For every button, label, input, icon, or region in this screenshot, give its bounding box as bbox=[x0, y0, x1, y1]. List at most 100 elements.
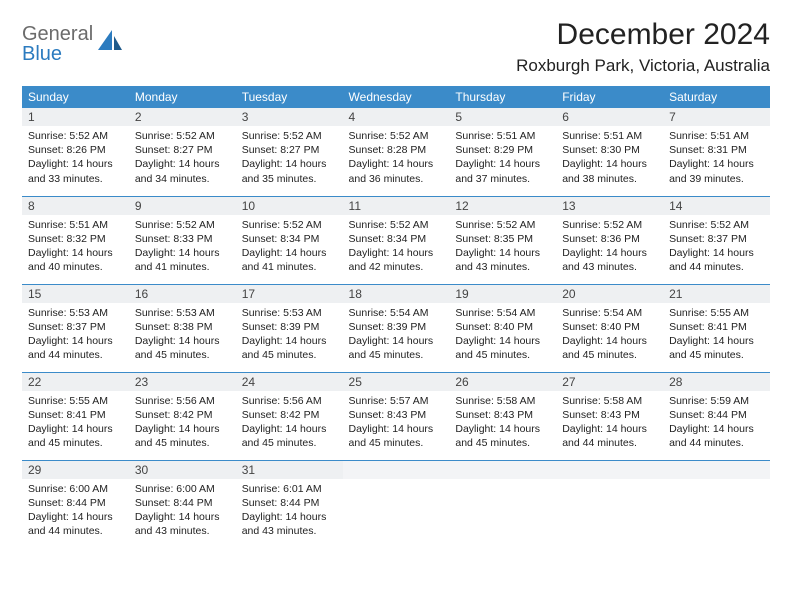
day-number: 1 bbox=[22, 108, 129, 126]
day-number: 23 bbox=[129, 373, 236, 391]
calendar-cell: 6Sunrise: 5:51 AMSunset: 8:30 PMDaylight… bbox=[556, 108, 663, 196]
calendar-cell: 27Sunrise: 5:58 AMSunset: 8:43 PMDayligh… bbox=[556, 372, 663, 460]
calendar-cell: 10Sunrise: 5:52 AMSunset: 8:34 PMDayligh… bbox=[236, 196, 343, 284]
calendar-cell: 13Sunrise: 5:52 AMSunset: 8:36 PMDayligh… bbox=[556, 196, 663, 284]
calendar-row: 22Sunrise: 5:55 AMSunset: 8:41 PMDayligh… bbox=[22, 372, 770, 460]
day-detail: Sunrise: 5:53 AMSunset: 8:39 PMDaylight:… bbox=[236, 303, 343, 367]
day-detail: Sunrise: 5:52 AMSunset: 8:36 PMDaylight:… bbox=[556, 215, 663, 279]
day-detail: Sunrise: 5:54 AMSunset: 8:40 PMDaylight:… bbox=[449, 303, 556, 367]
day-detail: Sunrise: 5:53 AMSunset: 8:38 PMDaylight:… bbox=[129, 303, 236, 367]
calendar-cell-empty: .. bbox=[556, 460, 663, 548]
calendar-cell: 2Sunrise: 5:52 AMSunset: 8:27 PMDaylight… bbox=[129, 108, 236, 196]
day-number: 4 bbox=[343, 108, 450, 126]
calendar-cell: 3Sunrise: 5:52 AMSunset: 8:27 PMDaylight… bbox=[236, 108, 343, 196]
calendar-cell: 23Sunrise: 5:56 AMSunset: 8:42 PMDayligh… bbox=[129, 372, 236, 460]
day-number: 9 bbox=[129, 197, 236, 215]
day-number: 19 bbox=[449, 285, 556, 303]
day-number: 12 bbox=[449, 197, 556, 215]
day-number: 3 bbox=[236, 108, 343, 126]
day-number: 8 bbox=[22, 197, 129, 215]
day-detail: Sunrise: 5:56 AMSunset: 8:42 PMDaylight:… bbox=[236, 391, 343, 455]
calendar-cell: 18Sunrise: 5:54 AMSunset: 8:39 PMDayligh… bbox=[343, 284, 450, 372]
header: General Blue December 2024 Roxburgh Park… bbox=[22, 18, 770, 76]
calendar-row: 1Sunrise: 5:52 AMSunset: 8:26 PMDaylight… bbox=[22, 108, 770, 196]
day-number: 14 bbox=[663, 197, 770, 215]
day-number: 30 bbox=[129, 461, 236, 479]
weekday-header: Monday bbox=[129, 86, 236, 108]
weekday-header: Saturday bbox=[663, 86, 770, 108]
calendar-cell: 17Sunrise: 5:53 AMSunset: 8:39 PMDayligh… bbox=[236, 284, 343, 372]
calendar-cell: 22Sunrise: 5:55 AMSunset: 8:41 PMDayligh… bbox=[22, 372, 129, 460]
day-detail: Sunrise: 5:59 AMSunset: 8:44 PMDaylight:… bbox=[663, 391, 770, 455]
day-number: 18 bbox=[343, 285, 450, 303]
calendar-cell: 16Sunrise: 5:53 AMSunset: 8:38 PMDayligh… bbox=[129, 284, 236, 372]
day-number: 27 bbox=[556, 373, 663, 391]
day-detail: Sunrise: 5:51 AMSunset: 8:30 PMDaylight:… bbox=[556, 126, 663, 190]
weekday-header-row: Sunday Monday Tuesday Wednesday Thursday… bbox=[22, 86, 770, 108]
calendar-cell: 31Sunrise: 6:01 AMSunset: 8:44 PMDayligh… bbox=[236, 460, 343, 548]
calendar-cell-empty: .. bbox=[449, 460, 556, 548]
calendar-cell: 25Sunrise: 5:57 AMSunset: 8:43 PMDayligh… bbox=[343, 372, 450, 460]
calendar-cell: 19Sunrise: 5:54 AMSunset: 8:40 PMDayligh… bbox=[449, 284, 556, 372]
calendar-row: 8Sunrise: 5:51 AMSunset: 8:32 PMDaylight… bbox=[22, 196, 770, 284]
calendar-cell: 21Sunrise: 5:55 AMSunset: 8:41 PMDayligh… bbox=[663, 284, 770, 372]
day-number: 16 bbox=[129, 285, 236, 303]
location: Roxburgh Park, Victoria, Australia bbox=[516, 56, 770, 76]
day-detail: Sunrise: 5:51 AMSunset: 8:29 PMDaylight:… bbox=[449, 126, 556, 190]
day-number: 6 bbox=[556, 108, 663, 126]
calendar-cell: 8Sunrise: 5:51 AMSunset: 8:32 PMDaylight… bbox=[22, 196, 129, 284]
day-detail: Sunrise: 5:52 AMSunset: 8:33 PMDaylight:… bbox=[129, 215, 236, 279]
day-number: 24 bbox=[236, 373, 343, 391]
day-number: 25 bbox=[343, 373, 450, 391]
day-detail: Sunrise: 5:52 AMSunset: 8:35 PMDaylight:… bbox=[449, 215, 556, 279]
day-detail: Sunrise: 6:01 AMSunset: 8:44 PMDaylight:… bbox=[236, 479, 343, 543]
calendar-row: 29Sunrise: 6:00 AMSunset: 8:44 PMDayligh… bbox=[22, 460, 770, 548]
day-detail: Sunrise: 5:52 AMSunset: 8:34 PMDaylight:… bbox=[343, 215, 450, 279]
day-number: 2 bbox=[129, 108, 236, 126]
month-title: December 2024 bbox=[516, 18, 770, 52]
calendar-row: 15Sunrise: 5:53 AMSunset: 8:37 PMDayligh… bbox=[22, 284, 770, 372]
calendar-cell: 29Sunrise: 6:00 AMSunset: 8:44 PMDayligh… bbox=[22, 460, 129, 548]
day-detail: Sunrise: 5:55 AMSunset: 8:41 PMDaylight:… bbox=[663, 303, 770, 367]
day-number: 20 bbox=[556, 285, 663, 303]
calendar-cell: 15Sunrise: 5:53 AMSunset: 8:37 PMDayligh… bbox=[22, 284, 129, 372]
calendar-cell: 24Sunrise: 5:56 AMSunset: 8:42 PMDayligh… bbox=[236, 372, 343, 460]
logo-text: General Blue bbox=[22, 24, 93, 64]
day-detail: Sunrise: 5:54 AMSunset: 8:40 PMDaylight:… bbox=[556, 303, 663, 367]
weekday-header: Thursday bbox=[449, 86, 556, 108]
day-number: 22 bbox=[22, 373, 129, 391]
day-number: 17 bbox=[236, 285, 343, 303]
calendar-cell: 20Sunrise: 5:54 AMSunset: 8:40 PMDayligh… bbox=[556, 284, 663, 372]
day-number: 10 bbox=[236, 197, 343, 215]
calendar-cell: 4Sunrise: 5:52 AMSunset: 8:28 PMDaylight… bbox=[343, 108, 450, 196]
weekday-header: Wednesday bbox=[343, 86, 450, 108]
day-detail: Sunrise: 5:52 AMSunset: 8:26 PMDaylight:… bbox=[22, 126, 129, 190]
calendar-cell-empty: .. bbox=[343, 460, 450, 548]
day-number: 28 bbox=[663, 373, 770, 391]
day-detail: Sunrise: 5:52 AMSunset: 8:27 PMDaylight:… bbox=[129, 126, 236, 190]
day-number: 11 bbox=[343, 197, 450, 215]
day-number: 13 bbox=[556, 197, 663, 215]
calendar-cell: 12Sunrise: 5:52 AMSunset: 8:35 PMDayligh… bbox=[449, 196, 556, 284]
day-detail: Sunrise: 5:56 AMSunset: 8:42 PMDaylight:… bbox=[129, 391, 236, 455]
day-detail: Sunrise: 5:52 AMSunset: 8:28 PMDaylight:… bbox=[343, 126, 450, 190]
day-detail: Sunrise: 5:55 AMSunset: 8:41 PMDaylight:… bbox=[22, 391, 129, 455]
logo-line2: Blue bbox=[22, 44, 93, 64]
day-detail: Sunrise: 5:52 AMSunset: 8:37 PMDaylight:… bbox=[663, 215, 770, 279]
calendar-cell: 30Sunrise: 6:00 AMSunset: 8:44 PMDayligh… bbox=[129, 460, 236, 548]
weekday-header: Sunday bbox=[22, 86, 129, 108]
calendar-cell: 5Sunrise: 5:51 AMSunset: 8:29 PMDaylight… bbox=[449, 108, 556, 196]
day-number: 15 bbox=[22, 285, 129, 303]
day-detail: Sunrise: 5:52 AMSunset: 8:34 PMDaylight:… bbox=[236, 215, 343, 279]
calendar-cell: 9Sunrise: 5:52 AMSunset: 8:33 PMDaylight… bbox=[129, 196, 236, 284]
day-detail: Sunrise: 6:00 AMSunset: 8:44 PMDaylight:… bbox=[129, 479, 236, 543]
logo-sail-icon bbox=[98, 30, 124, 57]
calendar-cell: 14Sunrise: 5:52 AMSunset: 8:37 PMDayligh… bbox=[663, 196, 770, 284]
day-detail: Sunrise: 5:54 AMSunset: 8:39 PMDaylight:… bbox=[343, 303, 450, 367]
day-detail: Sunrise: 5:53 AMSunset: 8:37 PMDaylight:… bbox=[22, 303, 129, 367]
weekday-header: Tuesday bbox=[236, 86, 343, 108]
day-number: 29 bbox=[22, 461, 129, 479]
logo-line1: General bbox=[22, 23, 93, 45]
day-number: 21 bbox=[663, 285, 770, 303]
calendar-cell: 11Sunrise: 5:52 AMSunset: 8:34 PMDayligh… bbox=[343, 196, 450, 284]
